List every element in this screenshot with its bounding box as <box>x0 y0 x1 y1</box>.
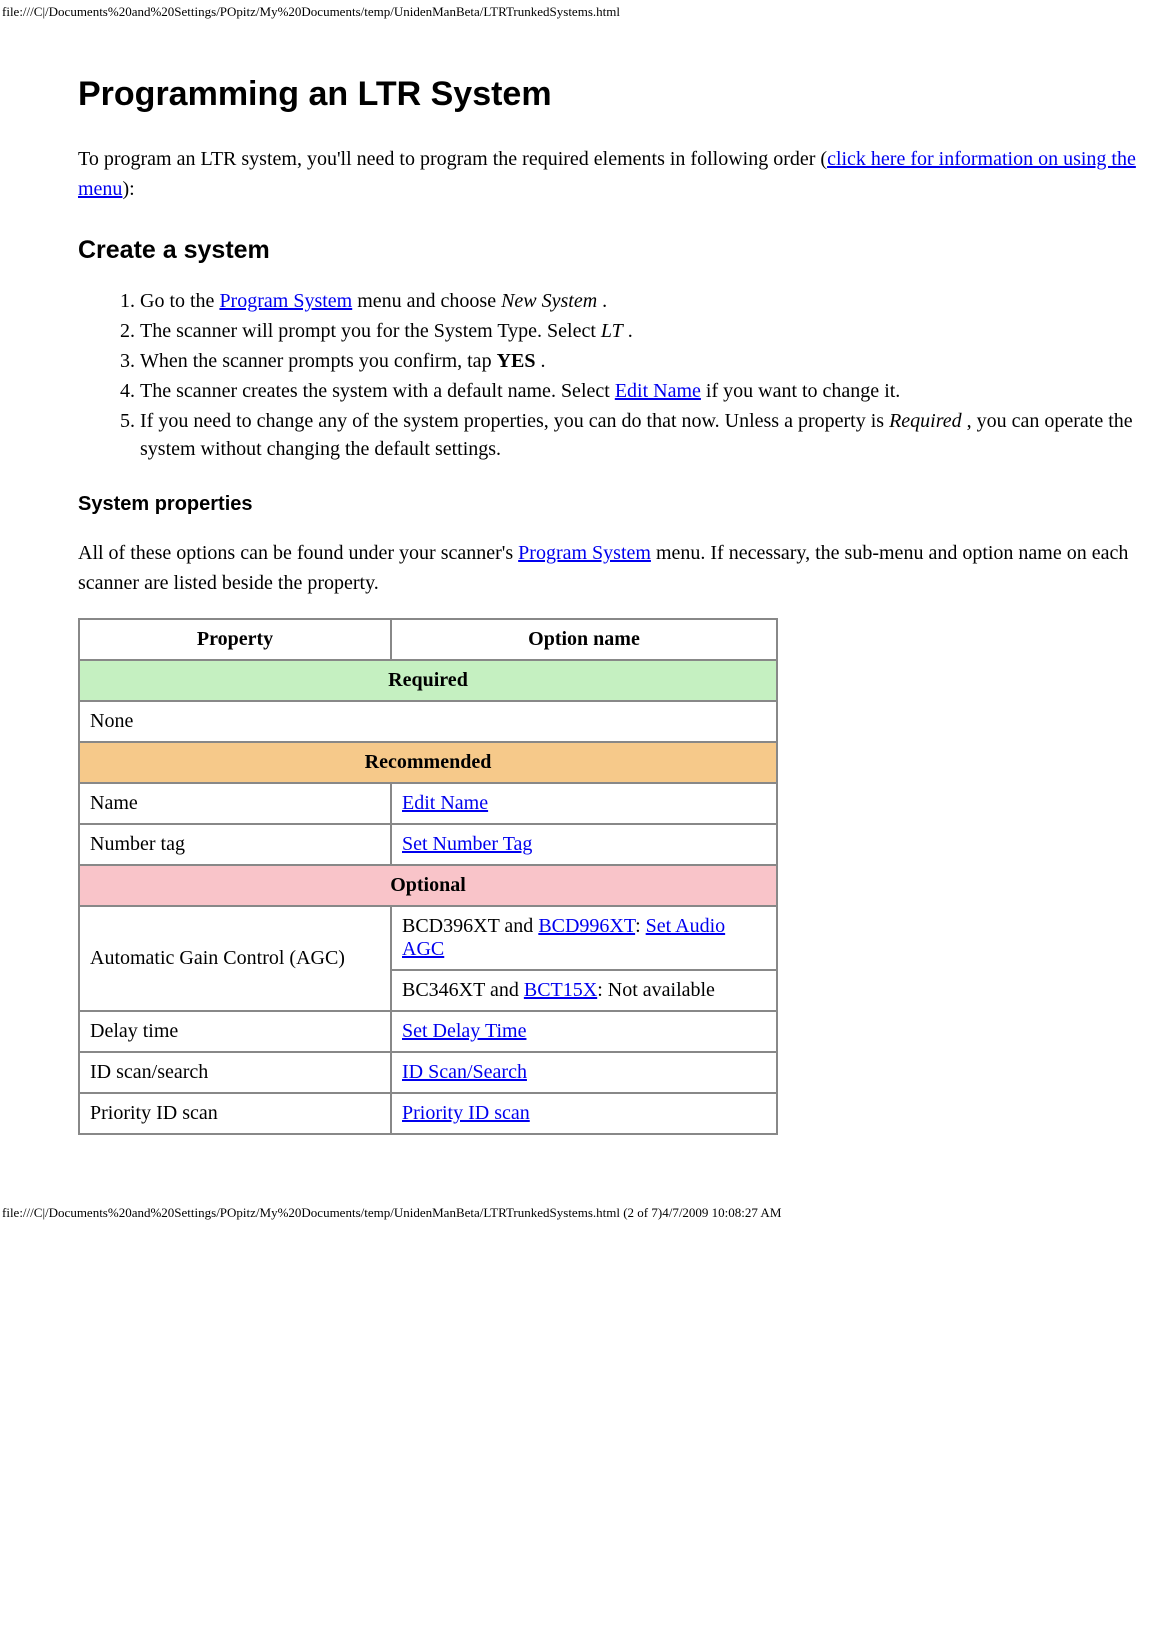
program-system-link[interactable]: Program System <box>219 290 352 312</box>
intro-text-post: ): <box>122 178 134 200</box>
document-body: Programming an LTR System To program an … <box>0 20 1138 1135</box>
step-emphasis: Required <box>889 410 962 432</box>
step-text: The scanner will prompt you for the Syst… <box>140 320 601 342</box>
header-url: file:///C|/Documents%20and%20Settings/PO… <box>0 0 1157 20</box>
system-properties-heading: System properties <box>78 493 1138 516</box>
create-system-heading: Create a system <box>78 236 1138 265</box>
step-text: . <box>597 290 607 312</box>
step-text: if you want to change it. <box>701 380 900 402</box>
col-option-header: Option name <box>392 620 776 659</box>
table-row: Automatic Gain Control (AGC) BCD396XT an… <box>80 907 776 969</box>
bct15x-link[interactable]: BCT15X <box>524 979 597 1001</box>
property-cell: ID scan/search <box>80 1053 390 1092</box>
step-text: When the scanner prompts you confirm, ta… <box>140 350 497 372</box>
table-row: Priority ID scan Priority ID scan <box>80 1094 776 1133</box>
properties-table: Property Option name Required None Recom… <box>78 618 778 1135</box>
footer-url: file:///C|/Documents%20and%20Settings/PO… <box>0 1205 1157 1225</box>
bcd996xt-link[interactable]: BCD996XT <box>538 915 635 937</box>
step-text: Go to the <box>140 290 219 312</box>
option-cell: ID Scan/Search <box>392 1053 776 1092</box>
step-bold: YES <box>497 350 536 372</box>
step-emphasis: New System <box>501 290 597 312</box>
step-item: If you need to change any of the system … <box>140 407 1138 465</box>
set-delay-time-link[interactable]: Set Delay Time <box>402 1020 526 1042</box>
property-cell: Name <box>80 784 390 823</box>
agc2-text-a: BC346XT and <box>402 979 524 1001</box>
edit-name-link[interactable]: Edit Name <box>402 792 488 814</box>
step-text: . <box>623 320 633 342</box>
property-cell: Number tag <box>80 825 390 864</box>
section-required-label: Required <box>80 661 776 700</box>
system-properties-paragraph: All of these options can be found under … <box>78 538 1138 598</box>
property-cell: Delay time <box>80 1012 390 1051</box>
priority-id-scan-link[interactable]: Priority ID scan <box>402 1102 530 1124</box>
page-title: Programming an LTR System <box>78 75 1138 114</box>
section-required-row: Required <box>80 661 776 700</box>
table-row: None <box>80 702 776 741</box>
option-cell: BCD396XT and BCD996XT: Set Audio AGC <box>392 907 776 969</box>
agc2-text-b: : Not available <box>597 979 715 1001</box>
intro-text-pre: To program an LTR system, you'll need to… <box>78 148 827 170</box>
table-row: ID scan/search ID Scan/Search <box>80 1053 776 1092</box>
table-row: Name Edit Name <box>80 784 776 823</box>
none-cell: None <box>80 702 776 741</box>
sysprops-text-a: All of these options can be found under … <box>78 542 518 564</box>
agc-text-b: : <box>635 915 646 937</box>
option-cell: BC346XT and BCT15X: Not available <box>392 971 776 1010</box>
step-item: When the scanner prompts you confirm, ta… <box>140 347 1138 377</box>
col-property-header: Property <box>80 620 390 659</box>
section-recommended-label: Recommended <box>80 743 776 782</box>
step-item: The scanner will prompt you for the Syst… <box>140 317 1138 347</box>
step-text: menu and choose <box>352 290 501 312</box>
option-cell: Set Number Tag <box>392 825 776 864</box>
table-row: Number tag Set Number Tag <box>80 825 776 864</box>
section-recommended-row: Recommended <box>80 743 776 782</box>
table-row: Delay time Set Delay Time <box>80 1012 776 1051</box>
section-optional-label: Optional <box>80 866 776 905</box>
set-number-tag-link[interactable]: Set Number Tag <box>402 833 532 855</box>
id-scan-search-link[interactable]: ID Scan/Search <box>402 1061 527 1083</box>
option-cell: Edit Name <box>392 784 776 823</box>
section-optional-row: Optional <box>80 866 776 905</box>
steps-list: Go to the Program System menu and choose… <box>78 287 1138 465</box>
option-cell: Set Delay Time <box>392 1012 776 1051</box>
table-header-row: Property Option name <box>80 620 776 659</box>
property-cell: Automatic Gain Control (AGC) <box>80 907 390 1010</box>
step-text: If you need to change any of the system … <box>140 410 889 432</box>
intro-paragraph: To program an LTR system, you'll need to… <box>78 144 1138 204</box>
property-cell: Priority ID scan <box>80 1094 390 1133</box>
program-system-link[interactable]: Program System <box>518 542 651 564</box>
step-item: The scanner creates the system with a de… <box>140 377 1138 407</box>
step-text: The scanner creates the system with a de… <box>140 380 615 402</box>
step-text: . <box>535 350 545 372</box>
step-item: Go to the Program System menu and choose… <box>140 287 1138 317</box>
edit-name-link[interactable]: Edit Name <box>615 380 701 402</box>
step-emphasis: LT <box>601 320 623 342</box>
agc-text-a: BCD396XT and <box>402 915 538 937</box>
option-cell: Priority ID scan <box>392 1094 776 1133</box>
